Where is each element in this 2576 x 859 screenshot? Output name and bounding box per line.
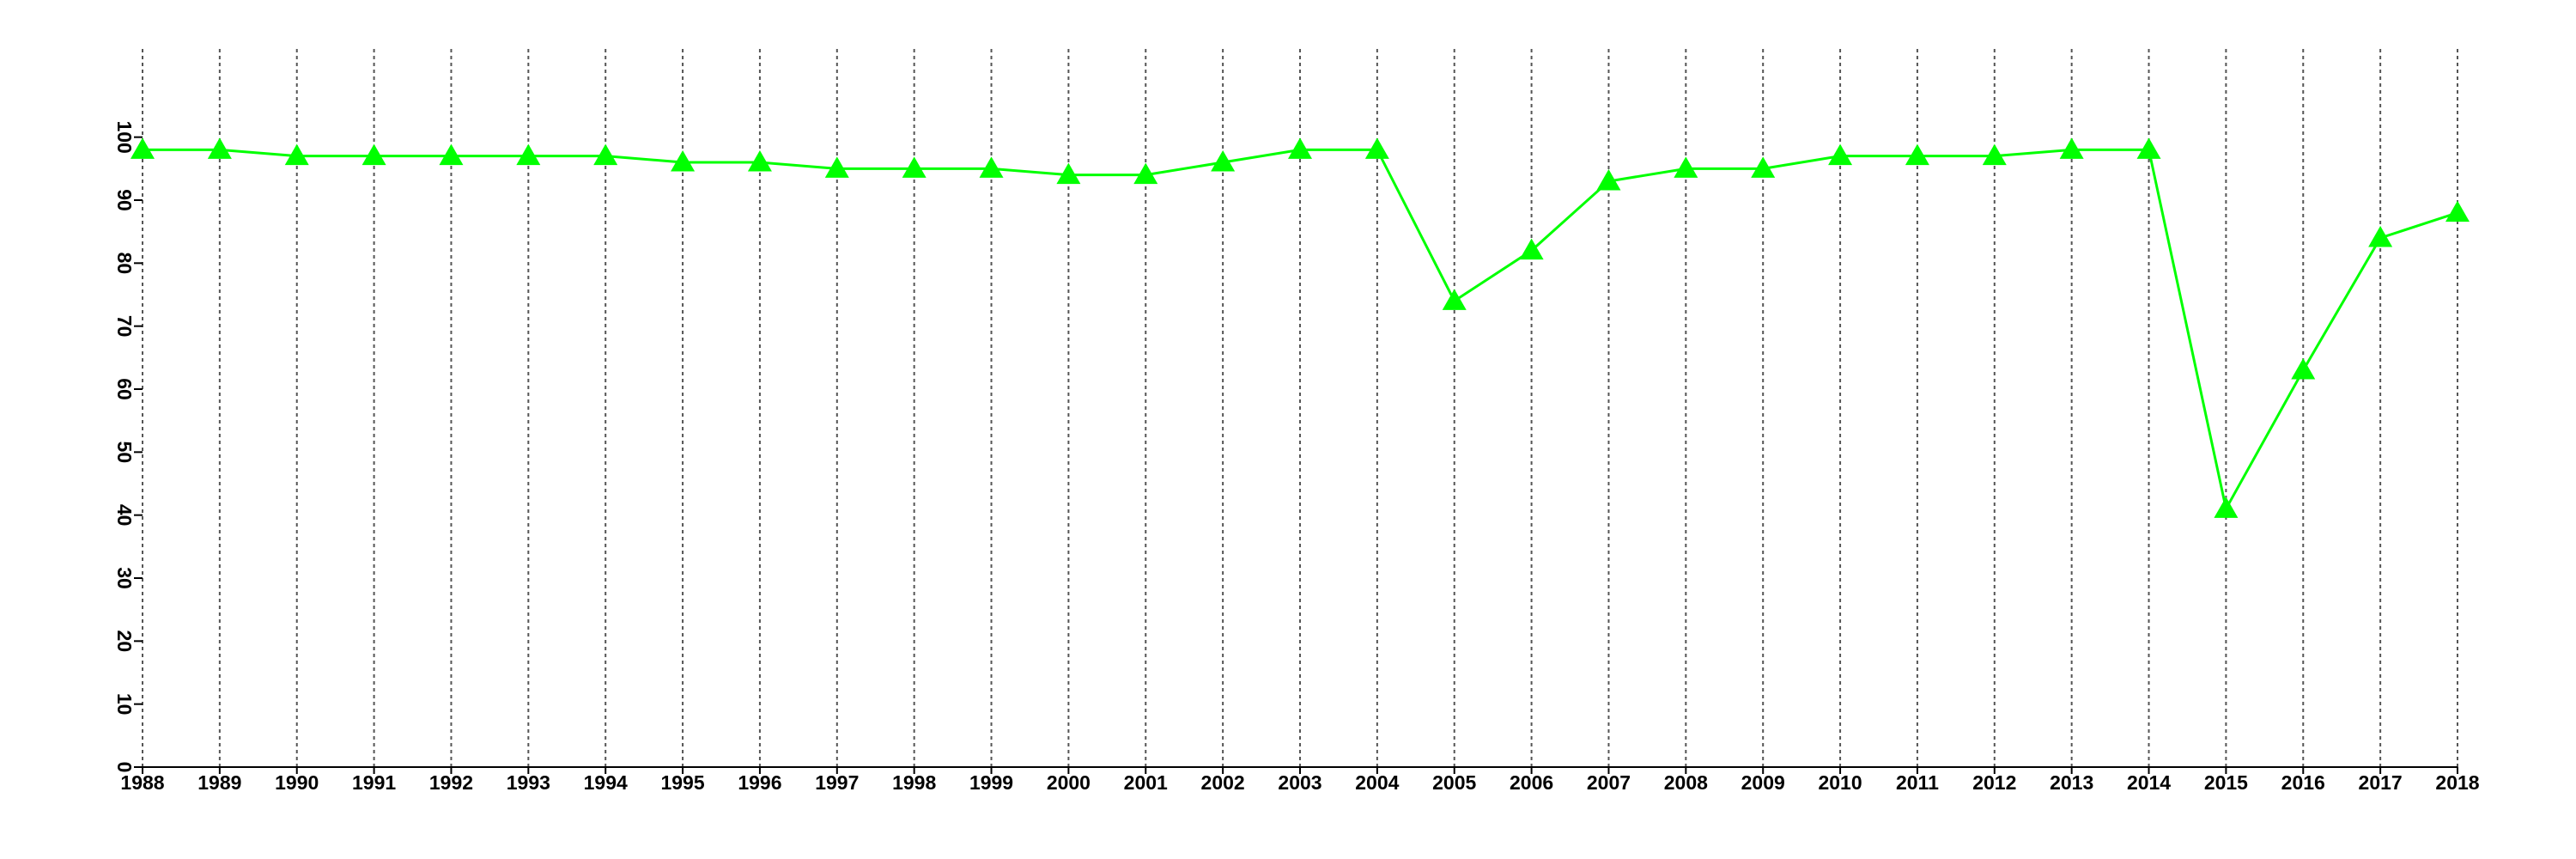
marker <box>1905 143 1929 166</box>
x-tick-label: 1999 <box>969 771 1013 794</box>
marker <box>1211 150 1236 172</box>
x-tick-label: 1990 <box>275 771 319 794</box>
marker <box>2136 137 2161 159</box>
y-tick-label: 100 <box>113 120 136 153</box>
x-tick-label: 2016 <box>2281 771 2325 794</box>
x-tick-label: 1993 <box>507 771 550 794</box>
marker <box>439 143 464 166</box>
x-tick-label: 2011 <box>1896 771 1939 794</box>
x-tick-label: 2006 <box>1510 771 1553 794</box>
x-tick-label: 1989 <box>197 771 241 794</box>
marker <box>1519 238 1544 260</box>
x-tick-label: 2005 <box>1432 771 1476 794</box>
x-tick-label: 2017 <box>2359 771 2403 794</box>
marker <box>2291 358 2316 380</box>
marker <box>1442 289 1467 310</box>
marker <box>131 137 155 159</box>
marker <box>1288 137 1312 159</box>
x-tick-label: 1995 <box>660 771 704 794</box>
marker <box>1982 143 2007 166</box>
marker <box>1364 137 1389 159</box>
y-tick-label: 20 <box>113 631 136 653</box>
x-tick-label: 1991 <box>352 771 396 794</box>
marker <box>824 156 849 178</box>
marker <box>1596 169 1621 191</box>
y-tick-label: 30 <box>113 567 136 589</box>
marker <box>2214 497 2239 518</box>
marker <box>1056 162 1081 185</box>
marker <box>1828 143 1853 166</box>
marker <box>671 150 696 172</box>
x-tick-label: 2007 <box>1587 771 1631 794</box>
marker <box>747 150 772 172</box>
x-tick-label: 1998 <box>892 771 936 794</box>
x-tick-label: 2013 <box>2050 771 2093 794</box>
marker <box>2445 200 2470 222</box>
y-tick-label: 50 <box>113 442 136 464</box>
x-tick-label: 2004 <box>1355 771 1399 794</box>
x-tick-label: 1988 <box>120 771 164 794</box>
x-tick-label: 2009 <box>1741 771 1785 794</box>
marker <box>1751 156 1776 178</box>
marker <box>593 143 618 166</box>
x-tick-label: 2000 <box>1047 771 1091 794</box>
x-tick-label: 2010 <box>1818 771 1862 794</box>
x-tick-label: 2001 <box>1124 771 1168 794</box>
marker <box>979 156 1004 178</box>
y-tick-label: 40 <box>113 504 136 527</box>
marker <box>1133 162 1158 185</box>
y-tick-label: 60 <box>113 378 136 400</box>
marker <box>1674 156 1698 178</box>
x-tick-label: 2002 <box>1201 771 1245 794</box>
x-tick-label: 2012 <box>1972 771 2016 794</box>
marker <box>2059 137 2084 159</box>
x-tick-label: 1996 <box>738 771 781 794</box>
x-tick-label: 2014 <box>2127 771 2171 794</box>
y-tick-label: 90 <box>113 189 136 211</box>
marker <box>207 137 232 159</box>
y-tick-label: 80 <box>113 253 136 275</box>
x-tick-label: 2015 <box>2204 771 2248 794</box>
marker <box>2368 226 2393 247</box>
y-tick-label: 0 <box>113 762 136 773</box>
x-tick-label: 1997 <box>815 771 859 794</box>
x-tick-label: 2018 <box>2435 771 2479 794</box>
x-tick-label: 1992 <box>429 771 473 794</box>
x-tick-label: 2008 <box>1664 771 1708 794</box>
y-tick-label: 10 <box>113 693 136 716</box>
marker <box>516 143 541 166</box>
marker <box>361 143 386 166</box>
x-tick-label: 1994 <box>584 771 628 794</box>
marker <box>902 156 927 178</box>
y-tick-label: 70 <box>113 315 136 338</box>
marker <box>284 143 309 166</box>
x-tick-label: 2003 <box>1278 771 1321 794</box>
